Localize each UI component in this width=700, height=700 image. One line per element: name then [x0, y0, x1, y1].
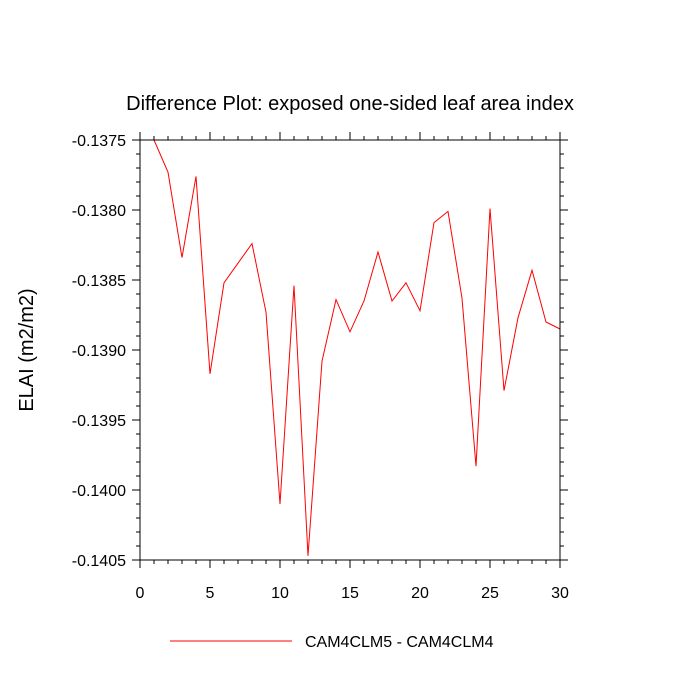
y-tick-label: -0.1380 [72, 203, 126, 220]
x-tick-label: 25 [481, 585, 499, 602]
y-tick-label: -0.1375 [72, 133, 126, 150]
legend: CAM4CLM5 - CAM4CLM4 [170, 634, 494, 651]
y-tick-label: -0.1385 [72, 273, 126, 290]
y-axis-label: ELAI (m2/m2) [16, 288, 38, 411]
x-tick-label: 0 [136, 585, 145, 602]
series-line-0 [153, 139, 561, 556]
y-tick-label: -0.1390 [72, 343, 126, 360]
plot-frame [139, 139, 561, 561]
legend-label: CAM4CLM5 - CAM4CLM4 [305, 634, 494, 651]
y-tick-label: -0.1400 [72, 483, 126, 500]
x-tick-label: 20 [411, 585, 429, 602]
axis-ticks: 0 5 10 15 20 25 30 -0.1375 -0.1380 -0.1385 -0.1390… [72, 132, 569, 602]
y-tick-label: -0.1395 [72, 413, 126, 430]
y-tick-label: -0.1405 [72, 553, 126, 570]
x-tick-label: 15 [341, 585, 359, 602]
x-tick-label: 10 [271, 585, 289, 602]
x-tick-label: 5 [206, 585, 215, 602]
plot-area [153, 139, 561, 556]
x-tick-label: 30 [551, 585, 569, 602]
chart-title: Difference Plot: exposed one-sided leaf … [126, 93, 574, 115]
